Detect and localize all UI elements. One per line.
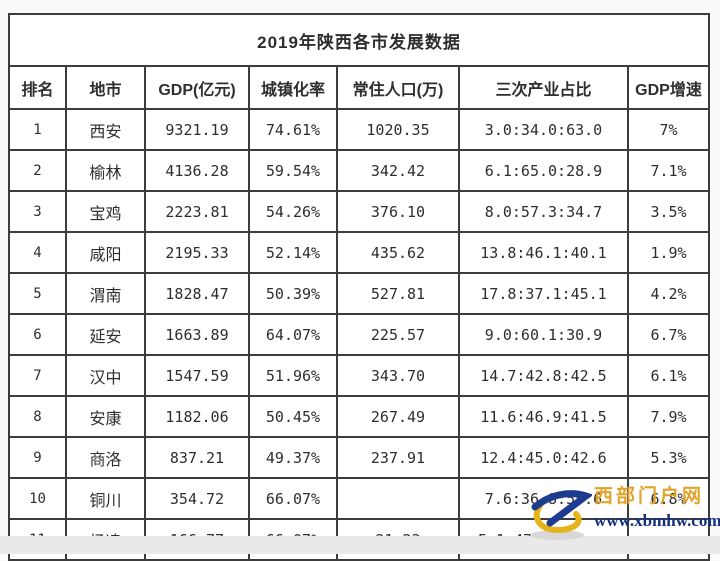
cell-urbanization: 54.26% xyxy=(248,190,338,233)
cell-population: 267.49 xyxy=(336,395,460,438)
cell-industry-ratio: 8.0:57.3:34.7 xyxy=(458,190,629,233)
cell-industry-ratio: 3.0:34.0:63.0 xyxy=(458,108,629,151)
header-rank: 排名 xyxy=(8,65,67,110)
cell-gdp-growth: 7.1% xyxy=(626,149,711,192)
cell-rank: 6 xyxy=(8,313,67,356)
cell-rank: 9 xyxy=(8,436,67,479)
cell-population xyxy=(336,477,460,520)
cell-city: 渭南 xyxy=(65,272,146,315)
cell-gdp-growth: 7% xyxy=(626,108,711,151)
cell-gdp-growth: 6.1% xyxy=(626,354,711,397)
cell-rank: 8 xyxy=(8,395,67,438)
cell-gdp-growth: 3.5% xyxy=(626,190,711,233)
cell-city: 西安 xyxy=(65,108,146,151)
header-population: 常住人口(万) xyxy=(336,65,460,110)
table-row: 3 宝鸡 2223.81 54.26% 376.10 8.0:57.3:34.7… xyxy=(8,190,711,233)
cell-gdp: 2223.81 xyxy=(144,190,250,233)
watermark-site-name: 西部门户网 xyxy=(594,486,705,507)
cell-gdp-growth: 1.9% xyxy=(626,231,711,274)
cell-industry-ratio: 12.4:45.0:42.6 xyxy=(458,436,629,479)
cell-population: 435.62 xyxy=(336,231,460,274)
header-gdp: GDP(亿元) xyxy=(144,65,250,110)
table-row: 1 西安 9321.19 74.61% 1020.35 3.0:34.0:63.… xyxy=(8,108,711,151)
table-title: 2019年陕西各市发展数据 xyxy=(7,13,711,67)
table-row: 7 汉中 1547.59 51.96% 343.70 14.7:42.8:42.… xyxy=(8,354,711,397)
header-urbanization: 城镇化率 xyxy=(248,65,338,110)
cell-rank: 1 xyxy=(8,108,67,151)
cell-population: 376.10 xyxy=(336,190,460,233)
cell-gdp: 1182.06 xyxy=(144,395,250,438)
cell-industry-ratio: 13.8:46.1:40.1 xyxy=(458,231,629,274)
cell-rank: 2 xyxy=(8,149,67,192)
table-row: 4 咸阳 2195.33 52.14% 435.62 13.8:46.1:40.… xyxy=(8,231,711,274)
cell-rank: 4 xyxy=(8,231,67,274)
watermark: 西部门户网 www.xbmhw.com xyxy=(528,483,720,547)
cell-industry-ratio: 9.0:60.1:30.9 xyxy=(458,313,629,356)
cell-gdp: 837.21 xyxy=(144,436,250,479)
cell-city: 宝鸡 xyxy=(65,190,146,233)
cell-rank: 10 xyxy=(8,477,67,520)
cell-city: 延安 xyxy=(65,313,146,356)
cell-population: 225.57 xyxy=(336,313,460,356)
xbmhw-logo-icon xyxy=(530,490,592,540)
table-title-row: 2019年陕西各市发展数据 xyxy=(7,13,711,67)
cell-gdp: 1828.47 xyxy=(144,272,250,315)
watermark-site-url: www.xbmhw.com xyxy=(594,511,720,530)
cell-population: 237.91 xyxy=(336,436,460,479)
cell-gdp: 1547.59 xyxy=(144,354,250,397)
cell-gdp-growth: 6.7% xyxy=(626,313,711,356)
table-row: 9 商洛 837.21 49.37% 237.91 12.4:45.0:42.6… xyxy=(8,436,711,479)
cell-gdp-growth: 5.3% xyxy=(626,436,711,479)
cell-industry-ratio: 6.1:65.0:28.9 xyxy=(458,149,629,192)
cell-population: 342.42 xyxy=(336,149,460,192)
cell-urbanization: 59.54% xyxy=(248,149,338,192)
cell-city: 铜川 xyxy=(65,477,146,520)
cell-urbanization: 52.14% xyxy=(248,231,338,274)
table-row: 5 渭南 1828.47 50.39% 527.81 17.8:37.1:45.… xyxy=(8,272,711,315)
bottom-margin-band xyxy=(0,536,720,554)
cell-population: 343.70 xyxy=(336,354,460,397)
cell-city: 榆林 xyxy=(65,149,146,192)
table-row: 6 延安 1663.89 64.07% 225.57 9.0:60.1:30.9… xyxy=(8,313,711,356)
cell-rank: 5 xyxy=(8,272,67,315)
cell-urbanization: 64.07% xyxy=(248,313,338,356)
cell-industry-ratio: 14.7:42.8:42.5 xyxy=(458,354,629,397)
cell-population: 527.81 xyxy=(336,272,460,315)
cell-gdp: 2195.33 xyxy=(144,231,250,274)
gdp-table: 2019年陕西各市发展数据 排名 地市 GDP(亿元) 城镇化率 常住人口(万)… xyxy=(7,13,711,561)
cell-gdp: 9321.19 xyxy=(144,108,250,151)
table-header-row: 排名 地市 GDP(亿元) 城镇化率 常住人口(万) 三次产业占比 GDP增速 xyxy=(8,65,711,110)
table-row: 2 榆林 4136.28 59.54% 342.42 6.1:65.0:28.9… xyxy=(8,149,711,192)
cell-gdp: 4136.28 xyxy=(144,149,250,192)
header-city: 地市 xyxy=(65,65,146,110)
cell-gdp-growth: 4.2% xyxy=(626,272,711,315)
cell-urbanization: 49.37% xyxy=(248,436,338,479)
watermark-text: 西部门户网 www.xbmhw.com xyxy=(594,483,720,532)
cell-gdp-growth: 6.8% xyxy=(626,477,711,520)
cell-city: 安康 xyxy=(65,395,146,438)
cell-gdp: 354.72 xyxy=(144,477,250,520)
cell-urbanization: 74.61% xyxy=(248,108,338,151)
header-gdp-growth: GDP增速 xyxy=(626,65,711,110)
cell-urbanization: 50.39% xyxy=(248,272,338,315)
table-row: 10 铜川 354.72 66.07% 7.6:36.8:55.6 6.8% xyxy=(8,477,711,520)
table-row: 8 安康 1182.06 50.45% 267.49 11.6:46.9:41.… xyxy=(8,395,711,438)
cell-industry-ratio: 17.8:37.1:45.1 xyxy=(458,272,629,315)
cell-population: 1020.35 xyxy=(336,108,460,151)
cell-city: 咸阳 xyxy=(65,231,146,274)
cell-gdp-growth: 7.9% xyxy=(626,395,711,438)
cell-rank: 7 xyxy=(8,354,67,397)
cell-city: 商洛 xyxy=(65,436,146,479)
header-industry-ratio: 三次产业占比 xyxy=(458,65,629,110)
cell-urbanization: 66.07% xyxy=(248,477,338,520)
cell-gdp: 1663.89 xyxy=(144,313,250,356)
cell-city: 汉中 xyxy=(65,354,146,397)
cell-industry-ratio: 11.6:46.9:41.5 xyxy=(458,395,629,438)
cell-urbanization: 50.45% xyxy=(248,395,338,438)
cell-rank: 3 xyxy=(8,190,67,233)
cell-urbanization: 51.96% xyxy=(248,354,338,397)
